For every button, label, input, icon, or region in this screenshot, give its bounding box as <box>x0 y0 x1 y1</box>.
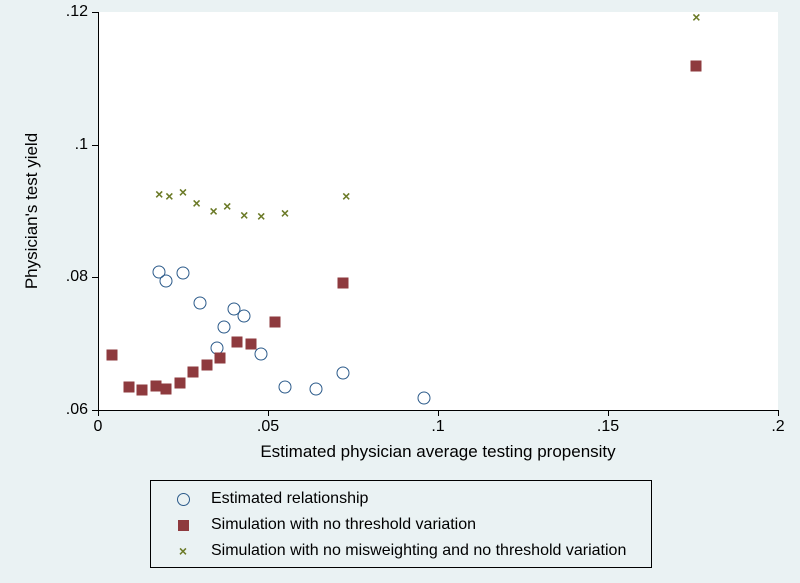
point-square <box>137 385 148 396</box>
point-x: × <box>342 189 350 203</box>
y-tick <box>92 145 98 146</box>
point-square <box>269 316 280 327</box>
point-circle <box>418 392 431 405</box>
legend: Estimated relationship Simulation with no… <box>150 480 652 568</box>
point-x: × <box>257 209 265 223</box>
point-x: × <box>179 185 187 199</box>
x-tick-label: .2 <box>771 418 784 436</box>
square-icon <box>178 520 189 531</box>
y-tick <box>92 277 98 278</box>
point-x: × <box>223 199 231 213</box>
y-tick-label: .1 <box>75 136 88 154</box>
point-circle <box>279 381 292 394</box>
point-x: × <box>692 10 700 24</box>
x-tick <box>438 410 439 416</box>
circle-icon <box>177 493 190 506</box>
x-tick <box>268 410 269 416</box>
point-x: × <box>210 204 218 218</box>
y-axis-label: Physician's test yield <box>22 133 42 289</box>
point-square <box>106 349 117 360</box>
point-square <box>691 60 702 71</box>
x-tick-label: .1 <box>431 418 444 436</box>
legend-swatch <box>161 489 205 509</box>
point-square <box>161 383 172 394</box>
y-tick-label: .08 <box>66 268 88 286</box>
x-tick-label: .05 <box>257 418 279 436</box>
x-icon: × <box>179 544 187 558</box>
legend-row: Simulation with no threshold variation <box>161 513 476 537</box>
point-circle <box>238 310 251 323</box>
point-circle <box>160 274 173 287</box>
legend-swatch: × <box>161 541 205 561</box>
y-axis-line <box>98 12 99 410</box>
point-circle <box>309 382 322 395</box>
point-circle <box>217 321 230 334</box>
x-tick-label: .15 <box>597 418 619 436</box>
legend-swatch <box>161 515 205 535</box>
point-square <box>201 359 212 370</box>
legend-row: Estimated relationship <box>161 487 368 511</box>
point-square <box>174 377 185 388</box>
point-square <box>246 338 257 349</box>
y-tick <box>92 410 98 411</box>
point-square <box>123 382 134 393</box>
y-tick-label: .06 <box>66 401 88 419</box>
y-tick <box>92 12 98 13</box>
point-square <box>337 277 348 288</box>
point-circle <box>194 297 207 310</box>
point-circle <box>255 347 268 360</box>
point-x: × <box>165 189 173 203</box>
point-x: × <box>155 187 163 201</box>
legend-row: × Simulation with no misweighting and no … <box>161 539 626 563</box>
legend-label: Simulation with no threshold variation <box>211 516 476 534</box>
point-x: × <box>240 208 248 222</box>
point-square <box>215 353 226 364</box>
x-axis-label: Estimated physician average testing prop… <box>260 442 615 462</box>
point-circle <box>177 267 190 280</box>
x-tick <box>608 410 609 416</box>
point-square <box>232 337 243 348</box>
x-tick <box>778 410 779 416</box>
y-tick-label: .12 <box>66 3 88 21</box>
point-square <box>188 366 199 377</box>
x-tick-label: 0 <box>94 418 103 436</box>
point-x: × <box>193 196 201 210</box>
point-x: × <box>281 206 289 220</box>
legend-label: Estimated relationship <box>211 490 368 508</box>
x-tick <box>98 410 99 416</box>
legend-label: Simulation with no misweighting and no t… <box>211 542 626 560</box>
point-circle <box>336 366 349 379</box>
